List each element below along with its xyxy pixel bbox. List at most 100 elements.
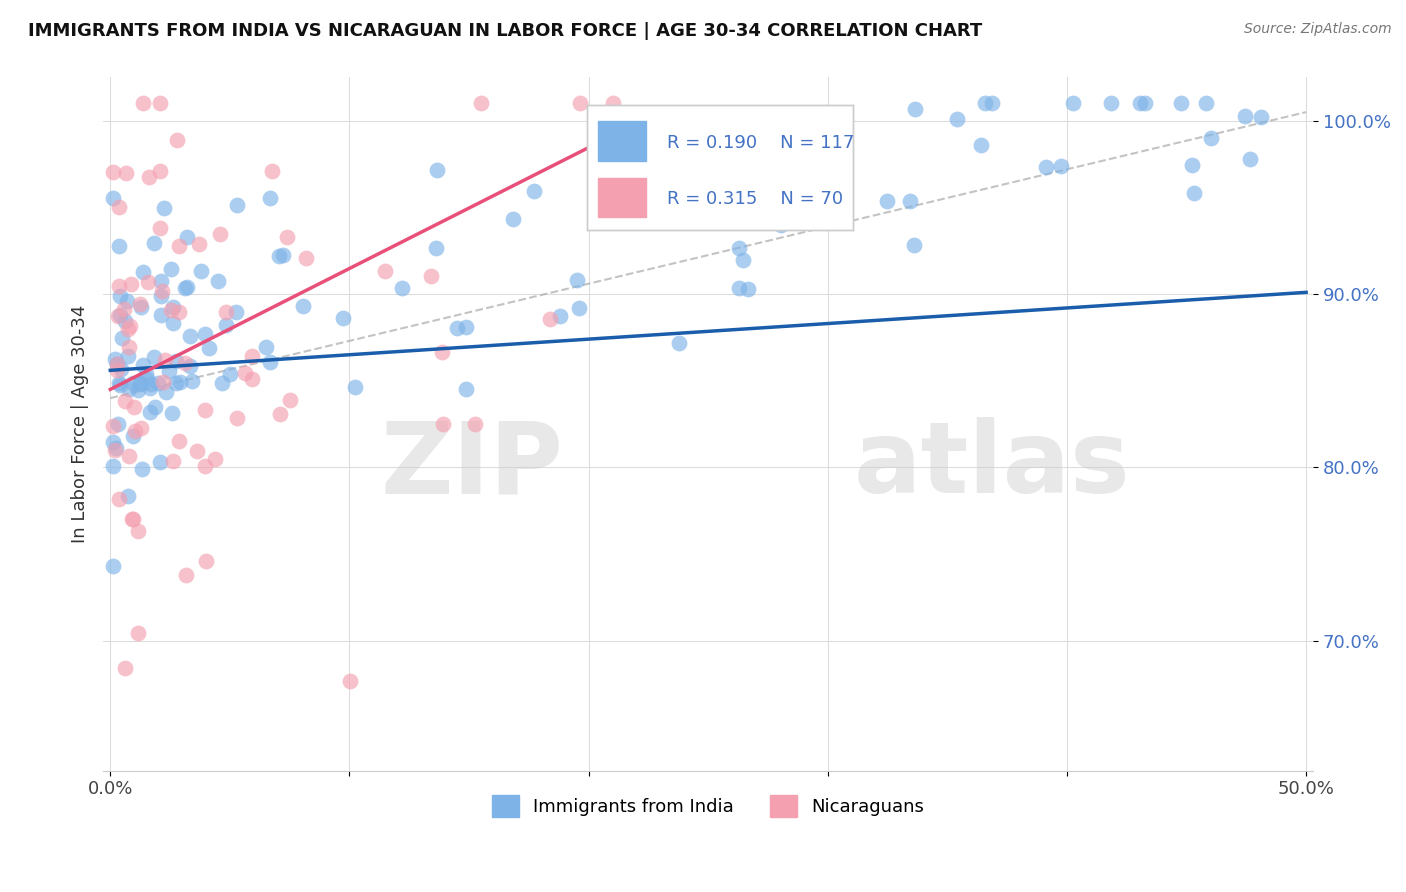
Immigrants from India xyxy=(169,375,191,389)
Nicaraguans xyxy=(240,349,263,363)
Immigrants from India xyxy=(101,435,124,450)
Immigrants from India xyxy=(159,262,181,277)
Immigrants from India xyxy=(1129,96,1152,111)
Immigrants from India xyxy=(176,280,198,294)
Nicaraguans xyxy=(208,227,231,241)
Nicaraguans xyxy=(105,357,128,371)
Immigrants from India xyxy=(898,194,921,208)
Immigrants from India xyxy=(174,281,197,295)
Nicaraguans xyxy=(103,442,125,457)
Nicaraguans xyxy=(138,169,160,184)
Immigrants from India xyxy=(153,201,176,215)
Immigrants from India xyxy=(101,458,124,473)
Nicaraguans xyxy=(602,96,624,111)
Nicaraguans xyxy=(159,302,181,317)
Nicaraguans xyxy=(101,165,124,179)
Nicaraguans xyxy=(155,353,177,368)
Immigrants from India xyxy=(751,186,773,201)
Nicaraguans xyxy=(174,355,197,369)
Nicaraguans xyxy=(118,450,141,464)
Immigrants from India xyxy=(131,462,153,476)
Immigrants from India xyxy=(135,372,157,386)
Nicaraguans xyxy=(122,512,145,526)
Immigrants from India xyxy=(1180,158,1202,172)
Nicaraguans xyxy=(124,424,146,438)
Immigrants from India xyxy=(108,378,131,392)
Immigrants from India xyxy=(1099,96,1122,111)
Immigrants from India xyxy=(197,341,219,355)
Nicaraguans xyxy=(215,305,238,319)
Immigrants from India xyxy=(824,105,846,120)
Nicaraguans xyxy=(136,275,159,289)
Immigrants from India xyxy=(118,382,141,396)
Immigrants from India xyxy=(179,328,201,343)
Nicaraguans xyxy=(464,417,486,431)
Nicaraguans xyxy=(132,96,155,111)
Immigrants from India xyxy=(1233,109,1256,123)
Immigrants from India xyxy=(135,367,157,381)
Immigrants from India xyxy=(117,293,139,308)
Immigrants from India xyxy=(139,405,162,419)
Immigrants from India xyxy=(391,280,413,294)
Text: ZIP: ZIP xyxy=(380,417,562,514)
Nicaraguans xyxy=(127,625,149,640)
Nicaraguans xyxy=(204,451,226,466)
Nicaraguans xyxy=(149,164,172,178)
Immigrants from India xyxy=(142,350,165,364)
Immigrants from India xyxy=(291,299,314,313)
Nicaraguans xyxy=(195,554,218,568)
Immigrants from India xyxy=(127,383,149,397)
Nicaraguans xyxy=(194,459,217,474)
Nicaraguans xyxy=(225,410,247,425)
Nicaraguans xyxy=(105,363,128,377)
Immigrants from India xyxy=(502,211,524,226)
Immigrants from India xyxy=(1239,152,1261,166)
Immigrants from India xyxy=(155,385,177,400)
Immigrants from India xyxy=(567,273,589,287)
Nicaraguans xyxy=(152,375,174,389)
Immigrants from India xyxy=(259,355,281,369)
Immigrants from India xyxy=(1250,110,1272,124)
Immigrants from India xyxy=(211,376,233,391)
Text: IMMIGRANTS FROM INDIA VS NICARAGUAN IN LABOR FORCE | AGE 30-34 CORRELATION CHART: IMMIGRANTS FROM INDIA VS NICARAGUAN IN L… xyxy=(28,22,983,40)
Immigrants from India xyxy=(668,335,690,350)
Immigrants from India xyxy=(1035,160,1057,174)
Immigrants from India xyxy=(148,455,170,469)
Nicaraguans xyxy=(430,345,453,359)
Immigrants from India xyxy=(770,219,793,233)
Immigrants from India xyxy=(259,191,281,205)
Nicaraguans xyxy=(114,661,136,675)
Nicaraguans xyxy=(114,165,136,179)
Nicaraguans xyxy=(128,297,150,311)
Nicaraguans xyxy=(470,96,492,111)
Immigrants from India xyxy=(454,382,477,396)
Immigrants from India xyxy=(162,316,184,330)
Immigrants from India xyxy=(1199,131,1222,145)
Nicaraguans xyxy=(569,96,592,111)
Immigrants from India xyxy=(876,194,898,209)
Immigrants from India xyxy=(131,359,153,373)
Immigrants from India xyxy=(344,379,367,393)
Immigrants from India xyxy=(176,230,198,244)
Nicaraguans xyxy=(167,305,190,319)
Nicaraguans xyxy=(240,372,263,386)
Immigrants from India xyxy=(727,240,749,254)
Immigrants from India xyxy=(1170,96,1192,111)
Immigrants from India xyxy=(981,96,1004,111)
Immigrants from India xyxy=(101,191,124,205)
Immigrants from India xyxy=(426,162,449,177)
Immigrants from India xyxy=(1050,159,1073,173)
Immigrants from India xyxy=(165,376,187,390)
Nicaraguans xyxy=(108,278,131,293)
Y-axis label: In Labor Force | Age 30-34: In Labor Force | Age 30-34 xyxy=(72,305,89,543)
Immigrants from India xyxy=(104,441,127,455)
Immigrants from India xyxy=(548,309,571,323)
Immigrants from India xyxy=(108,309,131,323)
Immigrants from India xyxy=(1062,96,1084,111)
Nicaraguans xyxy=(121,512,143,526)
Immigrants from India xyxy=(1133,96,1156,111)
Nicaraguans xyxy=(117,322,139,336)
Immigrants from India xyxy=(149,274,172,288)
Immigrants from India xyxy=(132,265,155,279)
Nicaraguans xyxy=(114,394,136,409)
